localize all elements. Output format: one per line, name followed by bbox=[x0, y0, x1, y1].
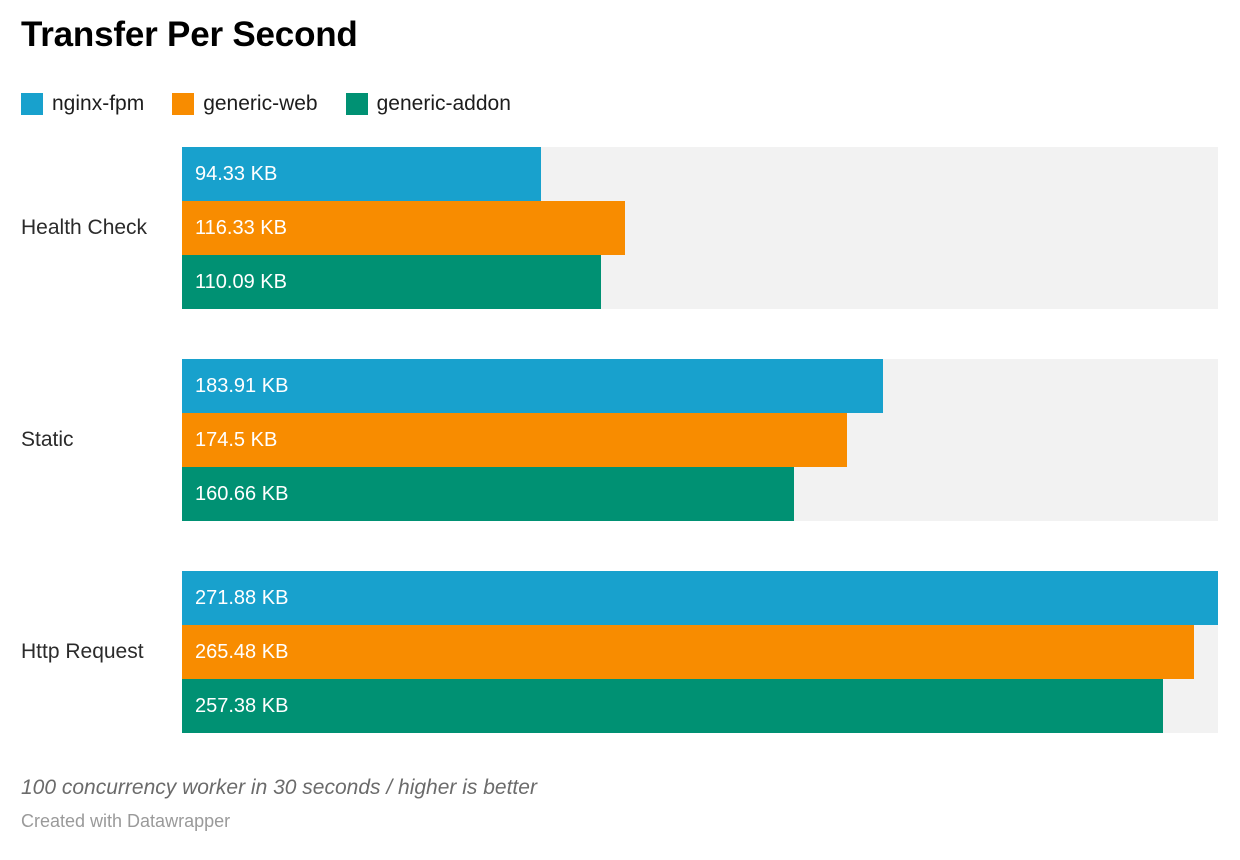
category-group-health-check: Health Check 94.33 KB 116.33 KB 110.09 KB bbox=[21, 147, 1218, 309]
bar-track: 271.88 KB bbox=[182, 571, 1218, 625]
bar-generic-web: 174.5 KB bbox=[182, 413, 847, 467]
bar-value-label: 257.38 KB bbox=[195, 694, 289, 717]
legend-swatch-nginx-fpm bbox=[21, 93, 43, 115]
datawrapper-attribution: Created with Datawrapper bbox=[21, 811, 231, 831]
legend-item-generic-web: generic-web bbox=[172, 92, 318, 116]
bar-track: 160.66 KB bbox=[182, 467, 1218, 521]
bar-value-label: 160.66 KB bbox=[195, 482, 289, 505]
bar-track: 116.33 KB bbox=[182, 201, 1218, 255]
legend-swatch-generic-addon bbox=[345, 93, 368, 115]
legend-item-generic-addon: generic-addon bbox=[345, 92, 511, 116]
legend-label: generic-web bbox=[203, 92, 318, 115]
category-group-http-request: Http Request 271.88 KB 265.48 KB 257.38 KB bbox=[21, 571, 1218, 733]
bar-track: 94.33 KB bbox=[182, 147, 1218, 201]
legend-swatch-generic-web bbox=[172, 93, 195, 115]
bar-value-label: 116.33 KB bbox=[195, 216, 287, 239]
bar-generic-addon: 257.38 KB bbox=[182, 679, 1163, 733]
category-label: Health Check bbox=[21, 216, 148, 239]
chart-title: Transfer Per Second bbox=[21, 15, 358, 54]
bar-rows: 94.33 KB 116.33 KB 110.09 KB bbox=[182, 147, 1218, 309]
bar-track: 110.09 KB bbox=[182, 255, 1218, 309]
category-label: Http Request bbox=[21, 640, 144, 663]
bar-value-label: 110.09 KB bbox=[195, 270, 287, 293]
chart-notes: 100 concurrency worker in 30 seconds / h… bbox=[21, 776, 537, 799]
bar-value-label: 271.88 KB bbox=[195, 586, 289, 609]
category-label: Static bbox=[21, 428, 74, 451]
legend: nginx-fpm generic-web generic-addon bbox=[21, 92, 1218, 116]
bar-track: 257.38 KB bbox=[182, 679, 1218, 733]
category-group-static: Static 183.91 KB 174.5 KB 160.66 KB bbox=[21, 359, 1218, 521]
bar-rows: 183.91 KB 174.5 KB 160.66 KB bbox=[182, 359, 1218, 521]
bar-generic-addon: 110.09 KB bbox=[182, 255, 602, 309]
legend-item-nginx-fpm: nginx-fpm bbox=[21, 92, 144, 116]
legend-label: generic-addon bbox=[376, 92, 511, 115]
bar-value-label: 174.5 KB bbox=[195, 428, 278, 451]
bar-generic-addon: 160.66 KB bbox=[182, 467, 795, 521]
bar-track: 183.91 KB bbox=[182, 359, 1218, 413]
bar-nginx-fpm: 94.33 KB bbox=[182, 147, 542, 201]
bar-track: 265.48 KB bbox=[182, 625, 1218, 679]
bar-nginx-fpm: 183.91 KB bbox=[182, 359, 883, 413]
bar-track: 174.5 KB bbox=[182, 413, 1218, 467]
bar-value-label: 94.33 KB bbox=[195, 162, 278, 185]
bar-value-label: 183.91 KB bbox=[195, 374, 289, 397]
legend-label: nginx-fpm bbox=[52, 92, 145, 115]
bar-rows: 271.88 KB 265.48 KB 257.38 KB bbox=[182, 571, 1218, 733]
bar-generic-web: 116.33 KB bbox=[182, 201, 626, 255]
bar-value-label: 265.48 KB bbox=[195, 640, 289, 663]
bar-chart: Health Check 94.33 KB 116.33 KB 110.09 KB St… bbox=[21, 147, 1218, 733]
bar-generic-web: 265.48 KB bbox=[182, 625, 1194, 679]
bar-nginx-fpm: 271.88 KB bbox=[182, 571, 1218, 625]
